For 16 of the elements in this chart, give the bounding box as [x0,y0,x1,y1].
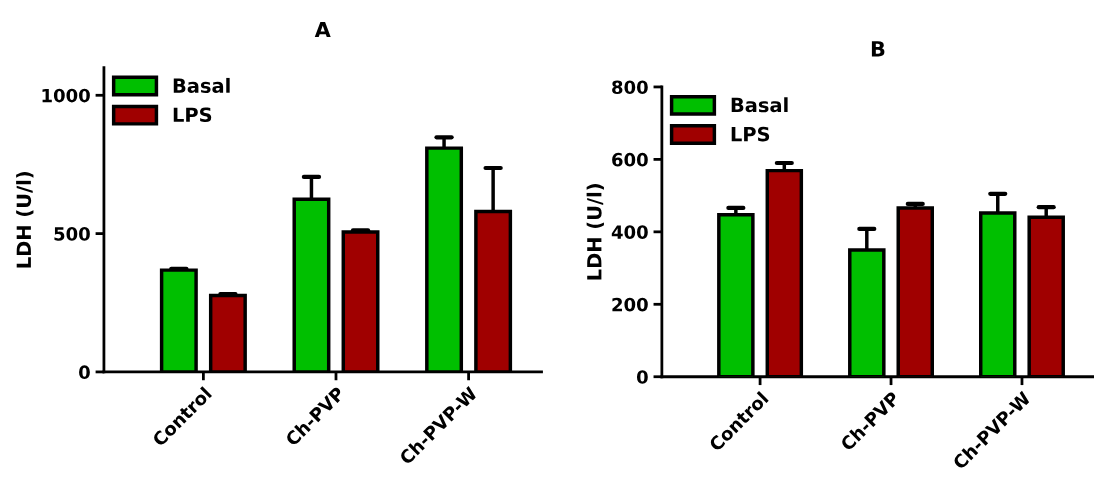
y-tick-label: 800 [612,80,648,95]
y-tick-label: 500 [54,227,90,241]
y-tick-label: 200 [612,297,648,312]
legend-label: LPS [731,126,770,142]
chart-title: B [871,41,885,57]
y-tick-label: 600 [612,152,648,167]
y-axis-title: LDH (U/l) [16,171,34,268]
legend-label: LPS [173,107,212,123]
y-tick-label: 400 [611,225,648,239]
y-tick-label: 0 [79,365,90,380]
chart-title: A [314,21,331,38]
y-tick-label: 0 [636,370,648,384]
y-tick-label: 1000 [42,88,90,103]
legend-label: Basal [731,97,788,113]
legend-label: Basal [173,77,230,93]
y-axis-title: LDH (U/l) [586,184,604,280]
